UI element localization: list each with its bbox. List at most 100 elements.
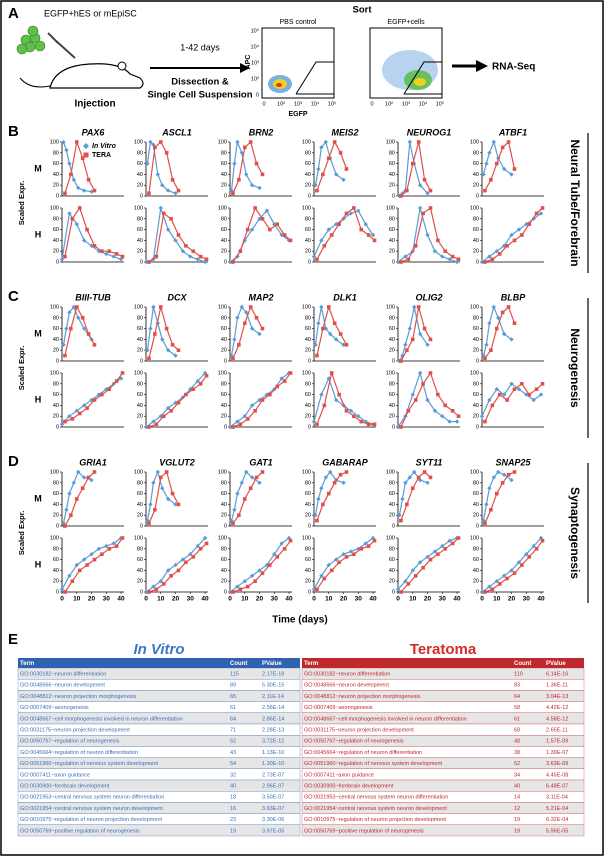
data-point [538, 392, 544, 397]
y-tick-label: 80 [53, 381, 59, 387]
data-point [80, 486, 85, 490]
data-point [81, 557, 87, 562]
data-point [92, 470, 97, 474]
data-point [170, 178, 175, 182]
data-point [176, 502, 181, 507]
facs-y-label: APC [245, 55, 252, 70]
y-tick-label: 100 [218, 139, 227, 145]
data-point [63, 524, 67, 528]
data-point [516, 387, 522, 392]
facs-y-tick: 10³ [251, 60, 259, 66]
y-tick-label: 20 [53, 348, 59, 354]
y-tick-label: 60 [137, 392, 143, 398]
data-point [487, 397, 492, 403]
data-point [170, 343, 175, 347]
data-point [422, 326, 427, 331]
table-cell: 65 [230, 694, 236, 700]
y-tick-label: 20 [221, 513, 227, 519]
data-point [282, 379, 287, 383]
y-tick-label: 60 [473, 557, 479, 563]
table-cell: 52 [230, 739, 236, 745]
y-tick-label: 20 [221, 348, 227, 354]
y-tick-label: 60 [53, 557, 59, 563]
series-line [482, 471, 512, 521]
data-point [326, 227, 331, 232]
series-line [148, 212, 207, 263]
data-point [399, 194, 403, 198]
data-point [160, 337, 165, 342]
data-point [450, 541, 455, 546]
table-cell: GO:0048666~neuron development [304, 683, 389, 689]
data-point [143, 589, 149, 595]
data-point [326, 562, 331, 568]
data-point [237, 178, 241, 182]
y-tick-label: 60 [389, 326, 395, 332]
y-tick-label: 40 [473, 238, 479, 244]
data-point [242, 145, 247, 150]
y-tick-label: 40 [305, 403, 311, 409]
data-point [322, 403, 327, 408]
y-tick-label: 20 [137, 249, 143, 255]
axis [229, 472, 292, 527]
series-line [316, 140, 348, 191]
y-tick-label: 60 [137, 326, 143, 332]
data-point [63, 353, 67, 358]
dissection-label: Dissection & [171, 77, 229, 88]
data-point [436, 392, 440, 397]
data-point [406, 582, 411, 586]
data-point [399, 590, 403, 594]
y-tick-label: 80 [221, 546, 227, 552]
data-point [154, 422, 159, 427]
data-point [479, 589, 485, 595]
series-line [64, 537, 123, 593]
x-tick-label: 40 [453, 596, 461, 603]
data-point [63, 191, 67, 196]
table-cell: 110 [514, 671, 523, 677]
y-tick-label: 60 [473, 491, 479, 497]
data-point [531, 216, 536, 221]
series-line [316, 305, 348, 356]
data-point [100, 552, 104, 556]
data-point [329, 233, 334, 237]
data-point [59, 257, 65, 262]
data-point [165, 496, 171, 502]
data-point [231, 356, 235, 361]
y-tick-label: 20 [389, 579, 395, 585]
y-tick-label: 20 [473, 414, 479, 420]
axis [313, 472, 376, 527]
data-point [148, 502, 153, 507]
data-point [153, 332, 157, 336]
data-point [198, 254, 203, 259]
data-point [491, 139, 497, 145]
data-point [395, 259, 401, 265]
data-point [67, 211, 72, 216]
data-point [232, 337, 237, 342]
data-point [509, 232, 514, 238]
y-tick-label: 0 [56, 259, 59, 265]
data-point [248, 140, 253, 144]
data-point [170, 491, 175, 496]
y-tick-label: 80 [53, 216, 59, 222]
y-tick-label: 60 [221, 161, 227, 167]
y-tick-label: 40 [53, 403, 59, 409]
data-point [315, 257, 319, 262]
x-tick-label: 10 [325, 596, 333, 603]
data-point [428, 475, 433, 480]
data-point [509, 477, 514, 483]
y-tick-label: 0 [140, 259, 143, 265]
y-tick-label: 100 [50, 205, 59, 211]
data-point [489, 178, 493, 182]
gene-name: NEUROG1 [407, 127, 452, 137]
table-cell: 83 [514, 683, 520, 689]
data-point [191, 387, 196, 391]
data-point [198, 547, 203, 551]
data-point [372, 238, 377, 243]
y-tick-label: 100 [470, 304, 479, 310]
table-cell: 2.86E-14 [262, 716, 284, 722]
data-point [410, 486, 415, 490]
data-point [491, 304, 497, 310]
y-tick-label: 100 [386, 139, 395, 145]
data-point [421, 211, 425, 216]
data-point [67, 573, 72, 578]
panel-a: A EGFP+hES or mEpiSC Injection 1-42 days… [8, 5, 535, 118]
